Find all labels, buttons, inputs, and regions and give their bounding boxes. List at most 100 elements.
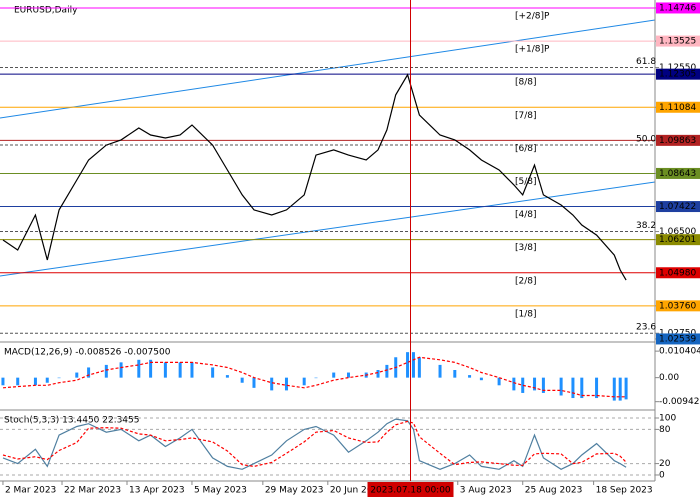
panel-title: MACD(12,26,9) -0.008526 -0.007500: [4, 348, 171, 358]
murrey-label: [5/8]: [515, 177, 537, 187]
histogram-bar: [302, 377, 306, 386]
x-tick-label: 5 May 2023: [194, 486, 247, 496]
histogram-bar: [346, 372, 350, 378]
histogram-bar: [240, 377, 244, 383]
y-tick-box: [656, 234, 700, 246]
histogram-bar: [1, 377, 5, 386]
y-tick-label: 80: [659, 425, 671, 435]
histogram-bar: [580, 377, 584, 399]
y-tick-label: 1.07422: [659, 202, 696, 212]
histogram-bar: [618, 377, 622, 401]
y-tick-label: 0: [659, 470, 665, 480]
histogram-bar: [624, 377, 628, 400]
histogram-bar: [385, 364, 389, 378]
y-tick-label: 1.14746: [659, 3, 696, 13]
series-line: [2, 73, 627, 281]
trend-line: [0, 181, 656, 277]
fib-label: 50.0: [636, 135, 656, 145]
histogram-bar: [468, 375, 472, 378]
murrey-label: [+1/8]P: [515, 45, 550, 55]
y-tick-label: 1.08643: [659, 169, 696, 179]
histogram-bar: [211, 367, 215, 378]
x-tick-label: 20 Jun 2023: [330, 486, 384, 496]
y-tick-box: [656, 333, 700, 345]
y-tick-label: -0.009427: [659, 397, 700, 407]
y-tick-label: 0.010404: [659, 347, 700, 357]
murrey-label: [6/8]: [515, 144, 537, 154]
histogram-bar: [533, 377, 537, 391]
y-tick-label: 1.02539: [659, 334, 696, 344]
histogram-bar: [104, 364, 108, 378]
x-tick-label: 29 May 2023: [265, 486, 324, 496]
y-tick-box: [656, 167, 700, 179]
histogram-bar: [225, 375, 229, 378]
y-tick-box: [656, 68, 700, 80]
murrey-label: [+2/8]P: [515, 11, 550, 21]
histogram-bar: [33, 377, 37, 386]
histogram-bar: [45, 377, 49, 383]
y-tick-label: 20: [659, 459, 671, 469]
histogram-bar: [149, 359, 153, 378]
chart-title: EURUSD,Daily: [14, 6, 78, 16]
y-tick-label: 0.00: [659, 373, 679, 383]
histogram-bar: [119, 362, 123, 378]
histogram-bar: [417, 357, 421, 378]
x-tick-label: 13 Apr 2023: [129, 486, 185, 496]
series-line: [2, 356, 627, 398]
histogram-bar: [75, 372, 79, 378]
x-tick-label: 2 Mar 2023: [5, 486, 56, 496]
histogram-bar: [57, 377, 61, 379]
histogram-bar: [332, 372, 336, 378]
murrey-label: [3/8]: [515, 243, 537, 253]
histogram-bar: [270, 377, 274, 391]
histogram-bar: [595, 377, 599, 399]
histogram-bar: [406, 352, 410, 378]
murrey-label: [8/8]: [515, 78, 537, 88]
histogram-bar: [438, 364, 442, 378]
x-tick-label: 18 Sep 2023: [596, 486, 653, 496]
histogram-bar: [571, 377, 575, 399]
fib-label: 23.6: [636, 323, 656, 333]
cursor-box: [367, 482, 454, 497]
histogram-bar: [284, 377, 288, 391]
histogram-bar: [87, 367, 91, 378]
x-tick-label: 22 Mar 2023: [64, 486, 121, 496]
histogram-bar: [252, 377, 256, 388]
murrey-label: [1/8]: [515, 309, 537, 319]
histogram-bar: [453, 370, 457, 378]
x-tick-label: 3 Aug 2023: [460, 486, 512, 496]
series-line: [2, 418, 627, 470]
panel-title: Stoch(5,3,3) 13.4450 22.3455: [4, 416, 139, 426]
y-tick-label: 1.12550: [659, 63, 696, 73]
y-tick-label: 1.12305: [659, 70, 696, 80]
histogram-bar: [137, 359, 141, 378]
y-tick-label: 1.06500: [659, 227, 696, 237]
y-tick-label: 1.11084: [659, 103, 696, 113]
murrey-label: [2/8]: [515, 276, 537, 286]
histogram-bar: [497, 377, 501, 386]
y-tick-label: 1.06201: [659, 235, 696, 245]
histogram-bar: [559, 377, 563, 396]
fib-label: 61.8: [636, 57, 656, 67]
histogram-bar: [163, 362, 167, 378]
y-tick-label: 1.03760: [659, 301, 696, 311]
murrey-label: [4/8]: [515, 210, 537, 220]
histogram-bar: [512, 377, 516, 391]
fib-label: 38.2: [636, 221, 656, 231]
y-tick-box: [656, 134, 700, 146]
histogram-bar: [314, 377, 318, 379]
histogram-bar: [411, 352, 415, 378]
y-tick-box: [656, 2, 700, 14]
histogram-bar: [178, 362, 182, 378]
histogram-bar: [190, 362, 194, 378]
y-tick-box: [656, 201, 700, 213]
y-tick-box: [656, 267, 700, 279]
series-line: [2, 420, 627, 468]
cursor-label: 2023.07.18 00:00: [370, 486, 451, 496]
histogram-bar: [541, 377, 545, 393]
y-tick-box: [656, 300, 700, 312]
x-tick-label: 25 Aug 2023: [525, 486, 583, 496]
